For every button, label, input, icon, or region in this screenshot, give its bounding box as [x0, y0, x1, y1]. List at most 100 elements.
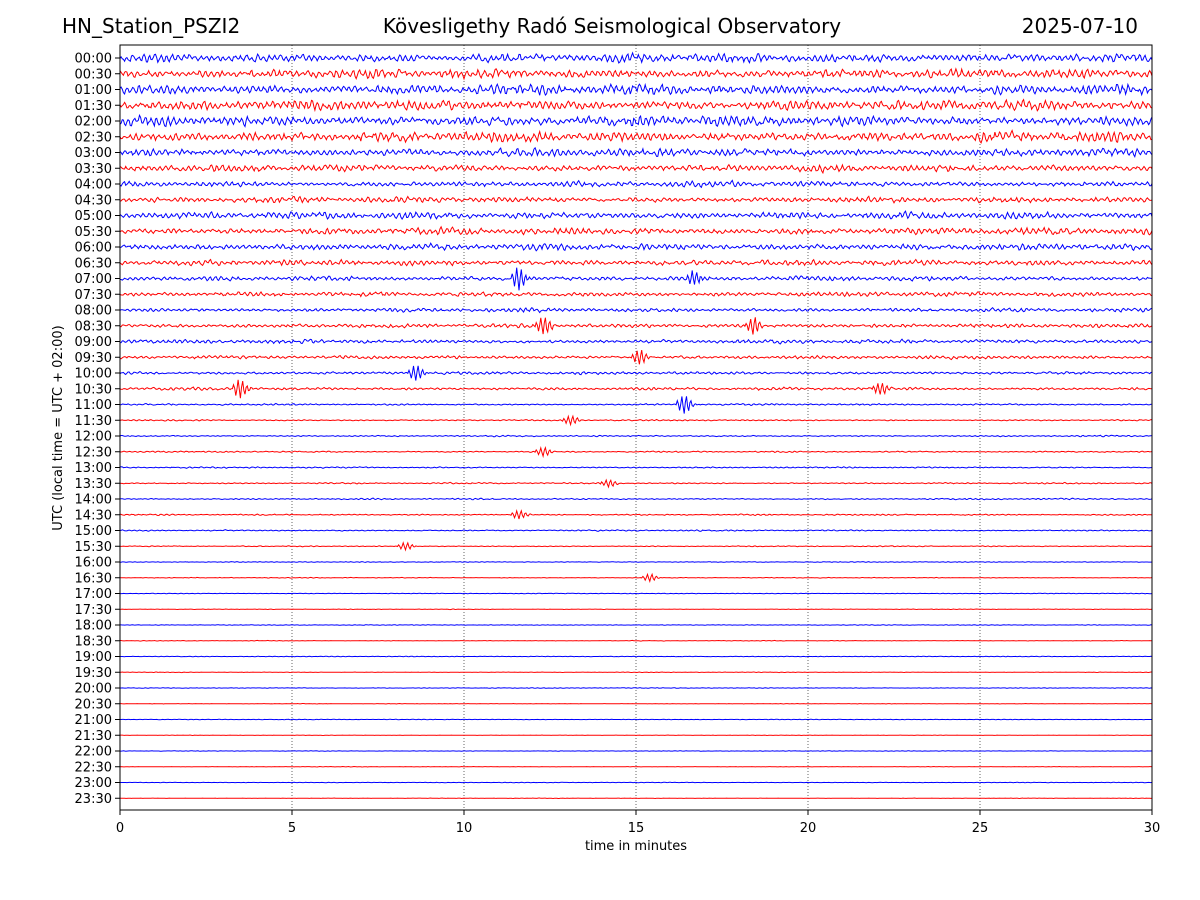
- y-tick-label: 04:30: [75, 193, 112, 208]
- trace-1100: [120, 396, 1152, 414]
- y-tick-label: 05:00: [75, 209, 112, 224]
- y-tick-label: 06:00: [75, 241, 112, 256]
- trace-0800: [119, 307, 1153, 314]
- y-tick-label: 02:30: [75, 130, 112, 145]
- station-title: HN_Station_PSZI2: [62, 14, 241, 38]
- trace-0900: [119, 338, 1153, 345]
- trace-1300: [119, 466, 1153, 469]
- trace-1200: [119, 434, 1153, 438]
- y-tick-label: 18:00: [75, 619, 112, 634]
- trace-0300: [119, 146, 1153, 159]
- y-tick-label: 07:30: [75, 288, 112, 303]
- trace-0500: [119, 210, 1153, 221]
- trace-1000: [119, 365, 1153, 381]
- y-tick-label: 00:00: [75, 52, 112, 67]
- y-tick-label: 06:30: [75, 256, 112, 271]
- y-axis: 00:0000:3001:0001:3002:0002:3003:0003:30…: [75, 52, 120, 807]
- y-tick-label: 05:30: [75, 225, 112, 240]
- trace-1900: [120, 655, 1153, 658]
- y-tick-label: 10:00: [75, 367, 112, 382]
- x-tick-label: 5: [288, 821, 296, 836]
- x-tick-label: 20: [800, 821, 817, 836]
- trace-1230: [119, 445, 1153, 459]
- trace-0100: [119, 82, 1153, 97]
- trace-0630: [119, 258, 1153, 267]
- y-tick-label: 16:00: [75, 556, 112, 571]
- trace-1500: [119, 529, 1153, 532]
- trace-1930: [119, 671, 1152, 674]
- trace-1330: [119, 478, 1153, 489]
- y-tick-label: 17:00: [75, 587, 112, 602]
- y-tick-label: 09:00: [75, 335, 112, 350]
- trace-2100: [120, 718, 1152, 721]
- trace-0230: [119, 129, 1153, 144]
- y-tick-label: 01:00: [75, 83, 112, 98]
- date-title: 2025-07-10: [1021, 14, 1138, 38]
- observatory-title: Kövesligethy Radó Seismological Observat…: [382, 14, 842, 38]
- trace-2130: [119, 734, 1153, 737]
- y-tick-label: 20:30: [75, 697, 112, 712]
- y-tick-label: 08:00: [75, 304, 112, 319]
- trace-2330: [120, 797, 1153, 800]
- y-tick-label: 19:30: [75, 666, 112, 681]
- trace-1600: [120, 561, 1153, 563]
- traces: [119, 51, 1153, 800]
- x-tick-label: 25: [972, 821, 989, 836]
- trace-0030: [119, 67, 1153, 81]
- trace-0600: [119, 242, 1153, 252]
- trace-1800: [120, 624, 1153, 626]
- trace-0830: [119, 317, 1153, 335]
- trace-1530: [119, 541, 1152, 552]
- y-tick-label: 13:00: [75, 461, 112, 476]
- y-tick-label: 13:30: [75, 477, 112, 492]
- trace-2030: [120, 702, 1153, 705]
- y-tick-label: 15:00: [75, 524, 112, 539]
- y-tick-label: 01:30: [75, 99, 112, 114]
- y-tick-label: 02:00: [75, 115, 112, 130]
- y-tick-label: 21:30: [75, 729, 112, 744]
- y-tick-label: 10:30: [75, 382, 112, 397]
- trace-1830: [120, 639, 1153, 642]
- y-tick-label: 11:00: [75, 398, 112, 413]
- y-tick-label: 23:30: [75, 792, 112, 807]
- y-tick-label: 12:30: [75, 445, 112, 460]
- y-tick-label: 03:00: [75, 146, 112, 161]
- trace-1130: [119, 414, 1153, 427]
- y-tick-label: 11:30: [75, 414, 112, 429]
- trace-1030: [119, 379, 1153, 399]
- trace-0530: [119, 225, 1153, 236]
- y-tick-label: 00:30: [75, 67, 112, 82]
- y-tick-label: 12:00: [75, 430, 112, 445]
- y-tick-label: 23:00: [75, 776, 112, 791]
- grid-lines: [291, 45, 981, 810]
- x-axis-label: time in minutes: [585, 839, 687, 854]
- y-tick-label: 21:00: [75, 713, 112, 728]
- y-tick-label: 18:30: [75, 634, 112, 649]
- trace-0400: [119, 179, 1153, 189]
- y-tick-label: 14:30: [75, 508, 112, 523]
- trace-0130: [119, 98, 1153, 113]
- trace-1730: [119, 608, 1153, 611]
- trace-0730: [119, 290, 1153, 298]
- trace-1700: [120, 592, 1153, 595]
- trace-2230: [119, 765, 1153, 768]
- y-tick-label: 15:30: [75, 540, 112, 555]
- y-tick-label: 07:00: [75, 272, 112, 287]
- trace-0930: [119, 350, 1153, 365]
- trace-0330: [119, 163, 1153, 175]
- trace-0200: [119, 113, 1153, 128]
- y-tick-label: 14:00: [75, 493, 112, 508]
- x-tick-label: 0: [116, 821, 124, 836]
- x-tick-label: 10: [456, 821, 473, 836]
- y-tick-label: 04:00: [75, 178, 112, 193]
- y-tick-label: 19:00: [75, 650, 112, 665]
- y-tick-label: 22:30: [75, 760, 112, 775]
- trace-1400: [119, 497, 1153, 501]
- trace-0700: [120, 267, 1153, 291]
- trace-0000: [119, 51, 1153, 65]
- y-tick-label: 03:30: [75, 162, 112, 177]
- x-tick-label: 30: [1144, 821, 1161, 836]
- y-tick-label: 09:30: [75, 351, 112, 366]
- x-axis: 0 5 10 15 20 25 30: [116, 810, 1160, 836]
